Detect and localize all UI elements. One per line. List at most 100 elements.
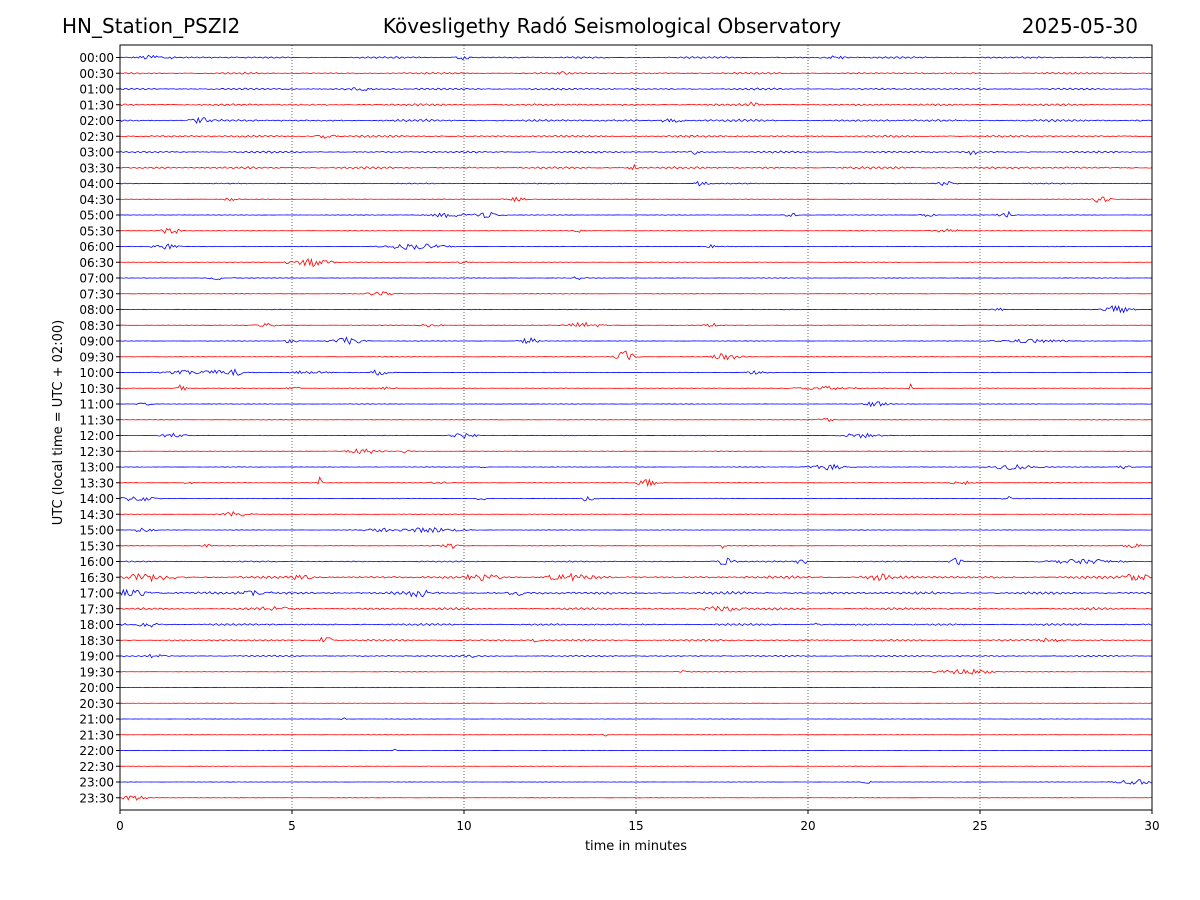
trace-0900 <box>119 336 1153 345</box>
chart-date: 2025-05-30 <box>1021 14 1138 38</box>
ytick-label: 05:30 <box>79 224 114 238</box>
ytick-label: 08:30 <box>79 319 114 333</box>
ytick-label: 02:30 <box>79 130 114 144</box>
ytick-label: 20:00 <box>79 681 114 695</box>
ytick-label: 06:00 <box>79 240 114 254</box>
ytick-label: 11:00 <box>79 398 114 412</box>
trace-1700 <box>119 588 1153 598</box>
trace-0530 <box>119 227 1153 235</box>
ytick-label: 19:30 <box>79 665 114 679</box>
ytick-label: 01:30 <box>79 98 114 112</box>
trace-1900 <box>119 653 1153 659</box>
ytick-label: 15:00 <box>79 524 114 538</box>
ytick-label: 13:00 <box>79 461 114 475</box>
trace-2200 <box>119 748 1153 752</box>
x-axis-ticks: 0 5 10 15 20 25 30 <box>116 810 1160 833</box>
ytick-label: 09:00 <box>79 335 114 349</box>
trace-1530 <box>119 543 1153 550</box>
ytick-label: 13:30 <box>79 476 114 490</box>
ytick-label: 04:00 <box>79 177 114 191</box>
trace-1830 <box>119 636 1153 643</box>
trace-0000 <box>119 54 1153 61</box>
trace-1130 <box>119 417 1153 423</box>
x-axis-label: time in minutes <box>585 839 687 854</box>
trace-0200 <box>119 116 1153 124</box>
trace-2100 <box>119 717 1153 721</box>
xtick-label: 25 <box>972 819 987 833</box>
trace-1430 <box>119 511 1153 517</box>
trace-0430 <box>119 196 1153 203</box>
trace-0030 <box>119 70 1153 75</box>
ytick-label: 16:30 <box>79 571 114 585</box>
ytick-label: 09:30 <box>79 350 114 364</box>
trace-0700 <box>119 276 1153 281</box>
chart-title: Kövesligethy Radó Seismological Observat… <box>382 14 842 38</box>
trace-0830 <box>119 321 1153 328</box>
trace-1330 <box>119 476 1153 488</box>
trace-1930 <box>119 668 1153 675</box>
trace-1730 <box>119 605 1153 612</box>
trace-1600 <box>119 557 1153 566</box>
trace-1300 <box>119 463 1153 471</box>
ytick-label: 21:00 <box>79 713 114 727</box>
xtick-label: 0 <box>116 819 124 833</box>
ytick-label: 10:30 <box>79 382 114 396</box>
trace-0330 <box>119 163 1153 171</box>
xtick-label: 20 <box>800 819 815 833</box>
trace-0930 <box>119 350 1153 361</box>
trace-2130 <box>119 733 1153 737</box>
ytick-label: 17:00 <box>79 587 114 601</box>
ytick-label: 18:00 <box>79 618 114 632</box>
ytick-label: 23:30 <box>79 791 114 805</box>
ytick-label: 08:00 <box>79 303 114 317</box>
trace-0130 <box>119 101 1153 107</box>
trace-2330 <box>119 795 1153 801</box>
ytick-label: 03:00 <box>79 146 114 160</box>
trace-1030 <box>119 383 1153 391</box>
ytick-label: 22:00 <box>79 744 114 758</box>
xtick-label: 15 <box>628 819 643 833</box>
trace-1230 <box>119 448 1153 454</box>
ytick-label: 00:00 <box>79 51 114 65</box>
ytick-label: 02:00 <box>79 114 114 128</box>
trace-1000 <box>119 368 1153 377</box>
trace-0730 <box>119 291 1153 296</box>
trace-1800 <box>119 622 1153 628</box>
ytick-label: 07:30 <box>79 287 114 301</box>
ytick-label: 00:30 <box>79 67 114 81</box>
ytick-label: 21:30 <box>79 728 114 742</box>
trace-0500 <box>119 210 1153 219</box>
station-name: HN_Station_PSZI2 <box>62 14 241 38</box>
trace-0300 <box>119 150 1153 156</box>
ytick-label: 15:30 <box>79 539 114 553</box>
trace-2300 <box>119 779 1153 785</box>
ytick-label: 16:00 <box>79 555 114 569</box>
ytick-label: 04:30 <box>79 193 114 207</box>
y-axis-label: UTC (local time = UTC + 02:00) <box>51 320 66 525</box>
trace-1400 <box>119 495 1153 502</box>
ytick-label: 07:00 <box>79 272 114 286</box>
xtick-label: 5 <box>288 819 296 833</box>
ytick-label: 06:30 <box>79 256 114 270</box>
trace-0630 <box>119 257 1153 268</box>
ytick-label: 17:30 <box>79 602 114 616</box>
trace-0400 <box>119 180 1153 187</box>
ytick-label: 11:30 <box>79 413 114 427</box>
ytick-label: 19:00 <box>79 650 114 664</box>
ytick-label: 23:00 <box>79 776 114 790</box>
ytick-label: 14:30 <box>79 508 114 522</box>
ytick-label: 14:00 <box>79 492 114 506</box>
trace-0230 <box>119 134 1153 139</box>
vertical-gridlines <box>291 45 981 810</box>
trace-rows <box>119 54 1153 801</box>
ytick-label: 12:30 <box>79 445 114 459</box>
trace-1100 <box>119 401 1153 408</box>
xtick-label: 30 <box>1144 819 1159 833</box>
ytick-label: 05:00 <box>79 209 114 223</box>
ytick-label: 12:00 <box>79 429 114 443</box>
trace-0800 <box>119 305 1153 314</box>
trace-1200 <box>119 432 1153 439</box>
ytick-label: 18:30 <box>79 634 114 648</box>
